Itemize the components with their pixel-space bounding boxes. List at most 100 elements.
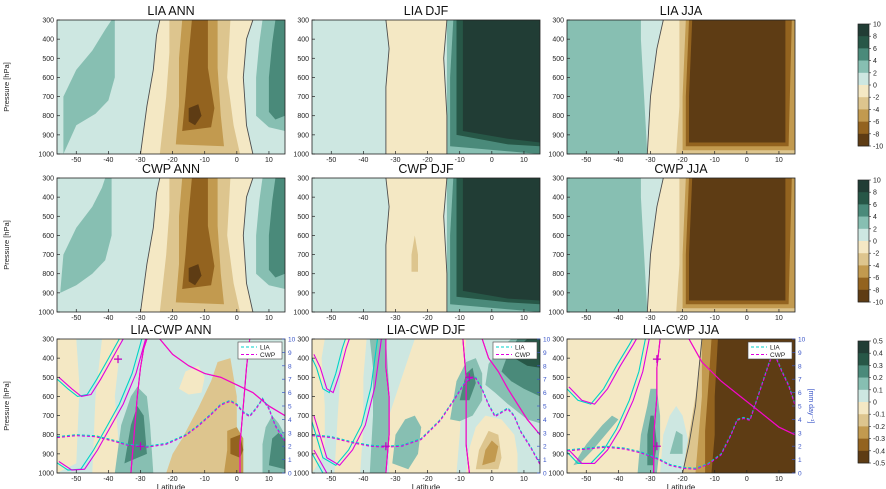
- zero-contour: [443, 20, 448, 154]
- x-tick-label: 0: [490, 157, 494, 164]
- y-tick-label: 900: [42, 451, 54, 458]
- overlay-line: [481, 339, 540, 436]
- colorbar-swatch: [858, 377, 869, 391]
- contour-region: [669, 430, 683, 454]
- x-tick-label: -20: [678, 476, 688, 483]
- panel-title: LIA-CWP ANN: [130, 323, 211, 337]
- colorbar-swatch: [858, 341, 869, 354]
- y-tick-label: 500: [297, 375, 309, 382]
- y-tick-label: 1000: [293, 310, 309, 317]
- x-tick-label: 0: [235, 476, 239, 483]
- overlay-line: [57, 397, 285, 447]
- panel-5: CWP DJF -50 -40 -30 -20 -10 0 10 300 400 500 600 700…: [293, 162, 541, 322]
- x-tick-label: -40: [358, 157, 368, 164]
- contour-region: [268, 432, 285, 470]
- overlay-line: [57, 339, 143, 471]
- right-tick-label: 7: [543, 377, 547, 384]
- x-axis-label: Latitude: [157, 483, 186, 489]
- panel-8: LIA-CWP DJF-50 -40 -30 -20 -10 0 1030040050060…: [293, 323, 550, 489]
- overlay-line: [313, 339, 350, 394]
- zero-contour: [443, 178, 448, 312]
- y-tick-label: 900: [42, 290, 54, 297]
- overlay-line: [568, 339, 637, 405]
- y-tick-label: 1000: [293, 152, 309, 159]
- y-tick-label: 1000: [38, 471, 54, 478]
- right-tick-label: 0: [798, 471, 802, 478]
- plus-marker: [136, 442, 145, 451]
- colorbar-label: -6: [873, 119, 879, 126]
- colorbar-label: 0.2: [873, 375, 883, 382]
- y-tick-label: 800: [297, 113, 309, 120]
- overlay-line: [312, 339, 346, 394]
- contour-region: [182, 178, 215, 289]
- colorbar-swatch: [858, 60, 869, 74]
- overlay-line: [568, 339, 650, 464]
- y-axis-label: Pressure [hPa]: [2, 220, 11, 270]
- colorbar-label: -6: [873, 275, 879, 282]
- plus-marker: [652, 442, 661, 451]
- y-tick-label: 900: [42, 132, 54, 139]
- colorbar-swatch: [858, 121, 869, 135]
- x-tick-label: -30: [645, 157, 655, 164]
- x-tick-label: -20: [168, 315, 178, 322]
- y-tick-label: 300: [297, 18, 309, 25]
- y-tick-label: 600: [42, 233, 54, 240]
- right-tick-label: 5: [543, 404, 547, 411]
- panel-title: LIA DJF: [404, 4, 449, 18]
- colorbar-label: 2: [873, 226, 877, 233]
- y-tick-label: 300: [42, 18, 54, 25]
- plus-marker: [381, 442, 390, 451]
- colorbar-label: -4: [873, 263, 879, 270]
- y-tick-label: 900: [552, 290, 564, 297]
- x-tick-label: -10: [710, 157, 720, 164]
- y-tick-label: 900: [297, 132, 309, 139]
- x-tick-label: -40: [358, 476, 368, 483]
- y-tick-label: 500: [552, 214, 564, 221]
- zero-contour: [385, 178, 390, 312]
- y-tick-label: 700: [297, 413, 309, 420]
- right-tick-label: 8: [798, 363, 802, 370]
- contour-region: [60, 178, 112, 293]
- colorbar-label: -0.2: [873, 424, 885, 431]
- contour-region: [567, 20, 648, 154]
- panel-6: CWP JJA -50 -40 -30 -20 -10 0 10 300 400 500 600 700…: [548, 162, 796, 322]
- colorbar-swatch: [858, 72, 869, 86]
- colorbar-label: 4: [873, 214, 877, 221]
- right-tick-label: 9: [798, 350, 802, 357]
- y-tick-label: 600: [42, 75, 54, 82]
- x-tick-label: -30: [135, 157, 145, 164]
- overlay-line: [130, 339, 148, 473]
- x-tick-label: -30: [135, 315, 145, 322]
- zero-contour: [140, 20, 161, 154]
- colorbar-swatch: [858, 36, 869, 49]
- contour-field: [567, 20, 795, 154]
- right-tick-label: 8: [543, 363, 547, 370]
- y-tick-label: 900: [297, 290, 309, 297]
- y-tick-label: 1000: [548, 310, 564, 317]
- x-tick-label: 10: [265, 476, 273, 483]
- contour-region: [188, 264, 202, 286]
- right-tick-label: 3: [798, 430, 802, 437]
- x-tick-label: -50: [581, 315, 591, 322]
- colorbar-label: 10: [873, 22, 881, 29]
- x-tick-label: -30: [645, 315, 655, 322]
- y-tick-label: 500: [297, 56, 309, 63]
- x-tick-label: 0: [745, 315, 749, 322]
- colorbar-label: 0.4: [873, 351, 883, 358]
- x-tick-label: -50: [326, 476, 336, 483]
- x-tick-label: -40: [103, 476, 113, 483]
- contour-region: [385, 20, 447, 154]
- y-tick-label: 400: [42, 356, 54, 363]
- overlay-line: [313, 449, 328, 473]
- x-tick-label: 0: [490, 476, 494, 483]
- y-tick-label: 400: [42, 37, 54, 44]
- x-tick-label: -50: [71, 157, 81, 164]
- legend-label: LIA: [515, 344, 525, 351]
- x-tick-label: -30: [390, 476, 400, 483]
- y-tick-label: 600: [297, 233, 309, 240]
- overlay-line: [567, 339, 646, 464]
- colorbar-label: 0.1: [873, 387, 883, 394]
- panel-3: LIA JJA -50 -40 -30 -20 -10 0 10 300 400 500 600 700…: [548, 4, 796, 164]
- x-tick-label: -20: [423, 476, 433, 483]
